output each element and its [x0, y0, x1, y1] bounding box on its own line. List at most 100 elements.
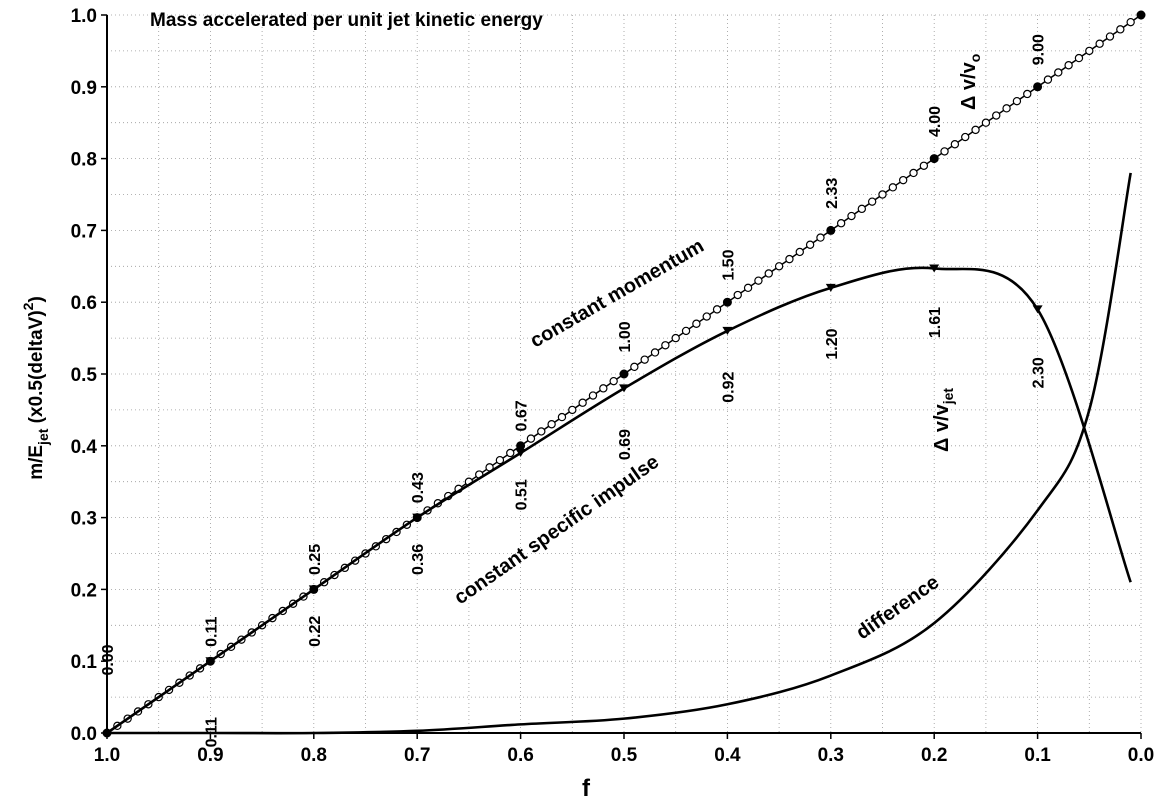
momentum-dv-vo-label: 9.00	[1031, 34, 1048, 65]
momentum-dv-vo-label: 0.11	[203, 616, 220, 646]
impulse-dv-vjet-label: 0.92	[720, 371, 737, 402]
constant-momentum-circle	[1002, 104, 1011, 113]
constant-momentum-point	[722, 297, 732, 307]
constant-momentum-circle	[878, 190, 887, 199]
x-tick-label: 0.5	[611, 745, 638, 766]
constant-specific-impulse-line	[106, 266, 1132, 735]
y-tick-label: 0.3	[71, 509, 97, 530]
constant-momentum-point	[929, 154, 939, 164]
momentum-dv-vo-label: 1.50	[720, 249, 737, 280]
constant-momentum-circle	[1105, 32, 1115, 41]
point-labels: 0.00 0.11 0.25 0.43 0.67 1.00 1.50 2.33 4.00 9.00…	[100, 34, 1048, 747]
constant-momentum-circle	[981, 118, 991, 127]
constant-momentum-circle	[1064, 61, 1073, 70]
constant-momentum-circle	[692, 319, 701, 328]
constant-momentum-circle	[919, 161, 929, 170]
constant-momentum-circle	[547, 420, 556, 429]
impulse-dv-vjet-label: 0.69	[617, 429, 634, 460]
momentum-dv-vo-label: 1.00	[617, 321, 634, 352]
constant-momentum-circle	[971, 125, 980, 135]
constant-momentum-circle	[950, 140, 960, 149]
impulse-dv-vjet-label: 0.36	[410, 544, 427, 575]
constant-momentum-circle	[681, 326, 691, 336]
momentum-dv-vo-label: 2.33	[824, 178, 841, 209]
constant-momentum-circle	[909, 168, 918, 178]
axes: 1.0 0.9 0.8 0.7 0.6 0.5 0.4 0.3 0.2 0.1 0.00.00.10…	[71, 6, 1155, 766]
constant-momentum-circle	[898, 175, 908, 185]
constant-momentum-circle	[940, 147, 949, 156]
constant-momentum-circle	[733, 290, 742, 300]
momentum-dv-vo-label: 0.43	[410, 472, 427, 503]
constant-momentum-point	[516, 441, 526, 451]
constant-momentum-circle	[816, 233, 825, 242]
constant-momentum-circle	[599, 384, 608, 393]
constant-momentum-circle	[1095, 39, 1104, 48]
y-axis-title: m/Ejet (x0.5(deltaV)2)	[20, 296, 51, 480]
constant-momentum-circle	[1023, 89, 1032, 99]
constant-specific-impulse-point	[619, 384, 629, 393]
constant-momentum-circle	[1054, 68, 1063, 77]
constant-momentum-circle	[805, 240, 815, 249]
constant-momentum-circle	[526, 434, 536, 443]
difference-line	[106, 172, 1132, 735]
annotation-dv-vo: Δ v/vo	[958, 54, 983, 110]
constant-momentum-circle	[992, 111, 1001, 120]
constant-momentum-circle	[888, 183, 898, 192]
series-layer	[102, 10, 1146, 738]
constant-momentum-circle	[671, 333, 680, 343]
constant-momentum-circle	[764, 269, 773, 278]
momentum-dv-vo-label: 4.00	[927, 106, 944, 137]
impulse-dv-vjet-label: 0.22	[307, 616, 324, 647]
constant-momentum-circle	[785, 254, 794, 264]
constant-momentum-circle	[867, 197, 877, 206]
constant-momentum-circle	[961, 132, 970, 142]
constant-momentum-circle	[588, 391, 598, 400]
constant-momentum-circle	[568, 405, 577, 415]
momentum-dv-vo-label: 0.67	[514, 400, 531, 431]
constant-momentum-circle	[609, 376, 618, 386]
constant-momentum-circle	[1085, 46, 1094, 56]
constant-momentum-circle	[857, 204, 867, 214]
constant-specific-impulse-point	[412, 513, 423, 522]
constant-specific-impulse-point	[929, 264, 940, 273]
constant-momentum-circle	[495, 455, 505, 465]
x-tick-label: 0.2	[921, 745, 947, 766]
y-tick-label: 0.9	[71, 78, 97, 99]
constant-momentum-circle	[1012, 96, 1022, 106]
constant-momentum-circle	[702, 312, 711, 321]
y-tick-label: 0.6	[71, 293, 97, 314]
constant-momentum-point	[1136, 10, 1146, 20]
chart-title: Mass accelerated per unit jet kinetic en…	[150, 10, 543, 31]
constant-momentum-circle	[640, 355, 649, 364]
constant-specific-impulse-point	[205, 657, 216, 666]
constant-momentum-circle	[754, 276, 763, 285]
impulse-dv-vjet-label: 1.61	[927, 307, 944, 338]
x-axis-title: f	[582, 775, 591, 802]
y-tick-label: 0.2	[71, 580, 97, 601]
impulse-dv-vjet-label: 1.20	[824, 328, 841, 359]
constant-momentum-circle	[630, 362, 639, 372]
constant-momentum-point	[826, 225, 836, 235]
grid-lines	[106, 14, 1142, 734]
constant-momentum-circle	[1043, 75, 1053, 84]
constant-momentum-circle	[537, 427, 546, 436]
momentum-dv-vo-label: 0.00	[100, 644, 117, 675]
y-tick-label: 0.4	[71, 437, 98, 458]
constant-momentum-circle	[795, 247, 804, 257]
momentum-dv-vo-label: 0.25	[307, 544, 324, 575]
constant-specific-impulse-point	[515, 448, 526, 457]
y-tick-label: 0.7	[71, 221, 97, 242]
y-tick-label: 0.5	[71, 365, 98, 386]
constant-momentum-point	[619, 369, 629, 379]
x-tick-label: 1.0	[94, 745, 120, 766]
x-tick-label: 0.0	[1128, 745, 1154, 766]
constant-specific-impulse-point	[825, 283, 836, 292]
y-tick-label: 0.0	[71, 724, 97, 745]
x-tick-label: 0.4	[714, 745, 741, 766]
impulse-dv-vjet-label: 0.11	[203, 717, 220, 747]
y-tick-label: 0.1	[71, 652, 98, 673]
constant-momentum-circle	[661, 341, 670, 350]
impulse-dv-vjet-label: 0.51	[514, 479, 531, 510]
x-tick-label: 0.6	[507, 745, 533, 766]
